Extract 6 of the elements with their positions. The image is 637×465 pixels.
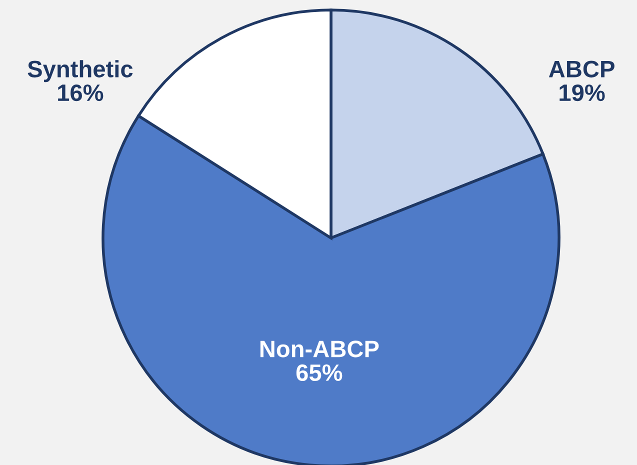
slice-label: Synthetic bbox=[28, 60, 133, 82]
data-label: 19% bbox=[560, 84, 605, 102]
slice-label: Non-ABCP bbox=[260, 340, 379, 358]
slice-label: ABCP bbox=[548, 60, 614, 78]
data-label: 65% bbox=[296, 364, 342, 382]
data-label: 16% bbox=[58, 84, 104, 102]
